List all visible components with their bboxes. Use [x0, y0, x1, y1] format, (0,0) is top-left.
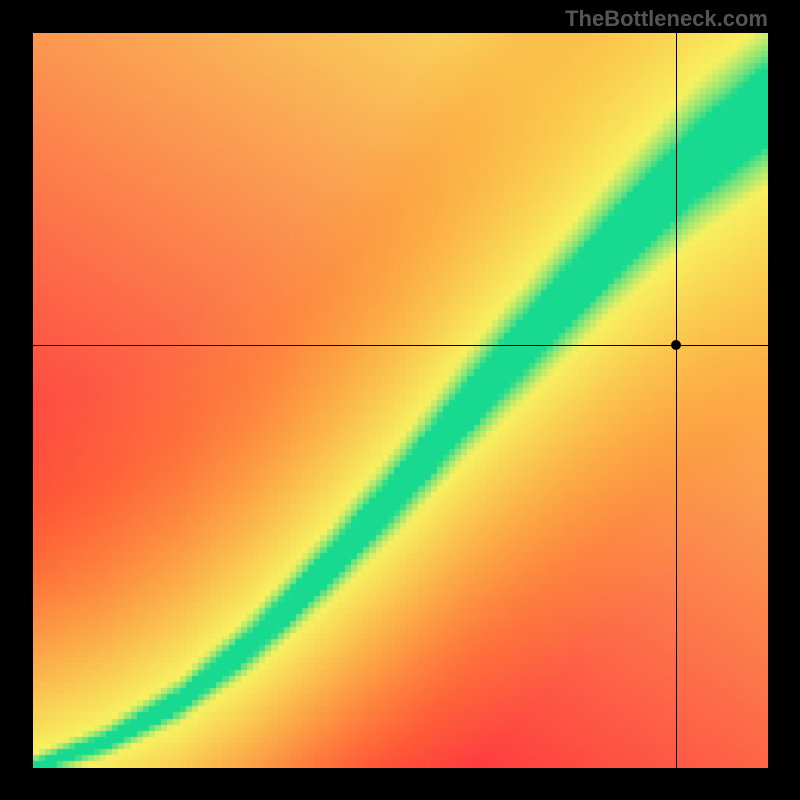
crosshair-horizontal: [33, 345, 768, 346]
watermark-text: TheBottleneck.com: [565, 6, 768, 32]
crosshair-vertical: [676, 33, 677, 768]
bottleneck-heatmap: [33, 33, 768, 768]
crosshair-marker: [671, 340, 681, 350]
